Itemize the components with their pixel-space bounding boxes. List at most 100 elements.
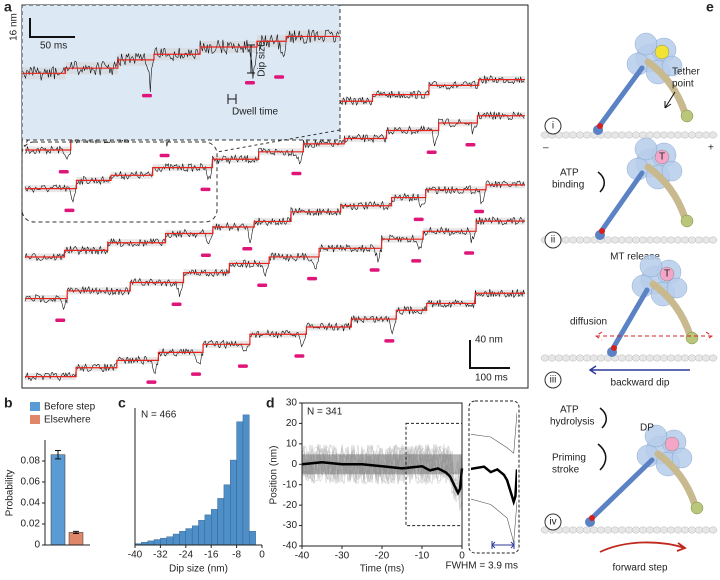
dip-marker bbox=[159, 153, 170, 158]
mean-line bbox=[301, 460, 464, 496]
histogram-bar bbox=[242, 414, 250, 546]
dip-marker bbox=[464, 251, 475, 255]
arrow bbox=[588, 365, 690, 375]
step-fit bbox=[22, 35, 340, 74]
histogram-bar bbox=[153, 539, 161, 546]
annotation: hydrolysis bbox=[550, 417, 594, 428]
fwhm-arrow bbox=[491, 541, 515, 549]
tubulin bbox=[708, 131, 718, 139]
scale-label: 100 ms bbox=[475, 373, 508, 384]
connector bbox=[216, 129, 341, 153]
dip-marker bbox=[55, 318, 66, 323]
legend-label: Before step bbox=[44, 402, 96, 413]
annotation: Dip size bbox=[257, 41, 268, 77]
y-tick-label: 30 bbox=[286, 398, 298, 409]
leg bbox=[609, 287, 650, 353]
histogram-bar bbox=[249, 531, 256, 546]
leg bbox=[597, 170, 645, 236]
x-axis-label: Time (ms) bbox=[360, 564, 405, 575]
step-label: iii bbox=[550, 375, 557, 386]
axis bbox=[134, 408, 262, 546]
noise-trace bbox=[24, 216, 525, 311]
leg bbox=[595, 65, 645, 131]
step-fit bbox=[25, 220, 525, 300]
tubulin bbox=[708, 236, 718, 244]
dip-marker bbox=[200, 187, 211, 192]
histogram-bar bbox=[172, 533, 180, 546]
dip-marker bbox=[413, 217, 424, 222]
panel-label: a bbox=[4, 0, 12, 15]
cargo-domain bbox=[634, 32, 658, 56]
cargo-domain bbox=[671, 447, 693, 469]
panel-label: c bbox=[118, 395, 126, 411]
x-tick-label: 0 bbox=[459, 551, 465, 562]
step-label: ii bbox=[551, 235, 555, 246]
annotation: MT release bbox=[610, 252, 660, 263]
x-tick-label: -20 bbox=[375, 551, 390, 562]
dip-marker bbox=[307, 276, 318, 281]
histogram-bar bbox=[210, 509, 218, 546]
t-label: T bbox=[664, 269, 670, 280]
x-tick-label: -30 bbox=[335, 551, 350, 562]
dip-marker bbox=[291, 171, 302, 176]
dip-marker bbox=[369, 268, 380, 272]
y-axis-label: Position (nm) bbox=[269, 446, 280, 505]
step-fit bbox=[25, 115, 525, 190]
inset-scale-bar bbox=[29, 18, 75, 38]
step-circle bbox=[544, 117, 562, 135]
dip-marker bbox=[146, 380, 157, 384]
step-circle bbox=[544, 231, 562, 249]
step-fit bbox=[25, 292, 525, 378]
nucleotide bbox=[654, 44, 670, 60]
y-tick-label: 0.02 bbox=[21, 519, 41, 530]
histogram-bar bbox=[191, 525, 199, 546]
stalk bbox=[644, 163, 689, 222]
step-fit bbox=[25, 184, 525, 258]
histogram-bar bbox=[236, 421, 244, 546]
sd-band bbox=[302, 454, 462, 475]
annotation: Tether bbox=[672, 67, 700, 78]
dip-marker bbox=[474, 209, 485, 214]
tubulin bbox=[708, 526, 718, 534]
nucleotide bbox=[659, 266, 675, 282]
x-tick-label: -32 bbox=[153, 550, 168, 561]
arrow bbox=[599, 541, 687, 553]
dip-marker bbox=[384, 339, 395, 343]
y-tick-label: 0 bbox=[34, 540, 40, 551]
t-label: T bbox=[659, 152, 665, 163]
histogram-bar bbox=[185, 528, 193, 546]
tether bbox=[680, 214, 694, 228]
annotation: FWHM = 3.9 ms bbox=[445, 561, 518, 572]
sd-line bbox=[471, 412, 517, 454]
dip-marker bbox=[411, 259, 422, 263]
inset-trace bbox=[22, 29, 340, 98]
histogram-bar bbox=[147, 540, 155, 546]
step-circle bbox=[544, 513, 562, 531]
tubulin bbox=[708, 354, 718, 362]
x-tick-label: -40 bbox=[295, 551, 310, 562]
y-tick-label: -10 bbox=[283, 479, 298, 490]
dip-marker bbox=[244, 80, 255, 85]
cargo-domain bbox=[661, 160, 683, 182]
dip-marker bbox=[191, 372, 202, 376]
histogram-bar bbox=[217, 498, 225, 546]
tether bbox=[685, 331, 699, 345]
annotation: DP bbox=[640, 423, 654, 434]
annotation: N = 466 bbox=[141, 410, 177, 421]
dip-marker bbox=[64, 208, 75, 213]
dip-marker bbox=[171, 302, 182, 306]
cargo-domain bbox=[639, 254, 663, 278]
annotation: ATP bbox=[560, 168, 579, 179]
x-tick-label: 0 bbox=[259, 550, 265, 561]
dip-marker bbox=[426, 150, 437, 154]
histogram-bar bbox=[230, 459, 237, 546]
zoom-region bbox=[405, 422, 463, 527]
dip-marker bbox=[141, 93, 152, 98]
inset-plot bbox=[471, 412, 517, 543]
cargo-domain bbox=[634, 137, 658, 161]
error-bar bbox=[55, 450, 61, 460]
scale-bar bbox=[469, 340, 510, 369]
error-bar bbox=[73, 530, 79, 534]
mark bbox=[589, 515, 595, 521]
